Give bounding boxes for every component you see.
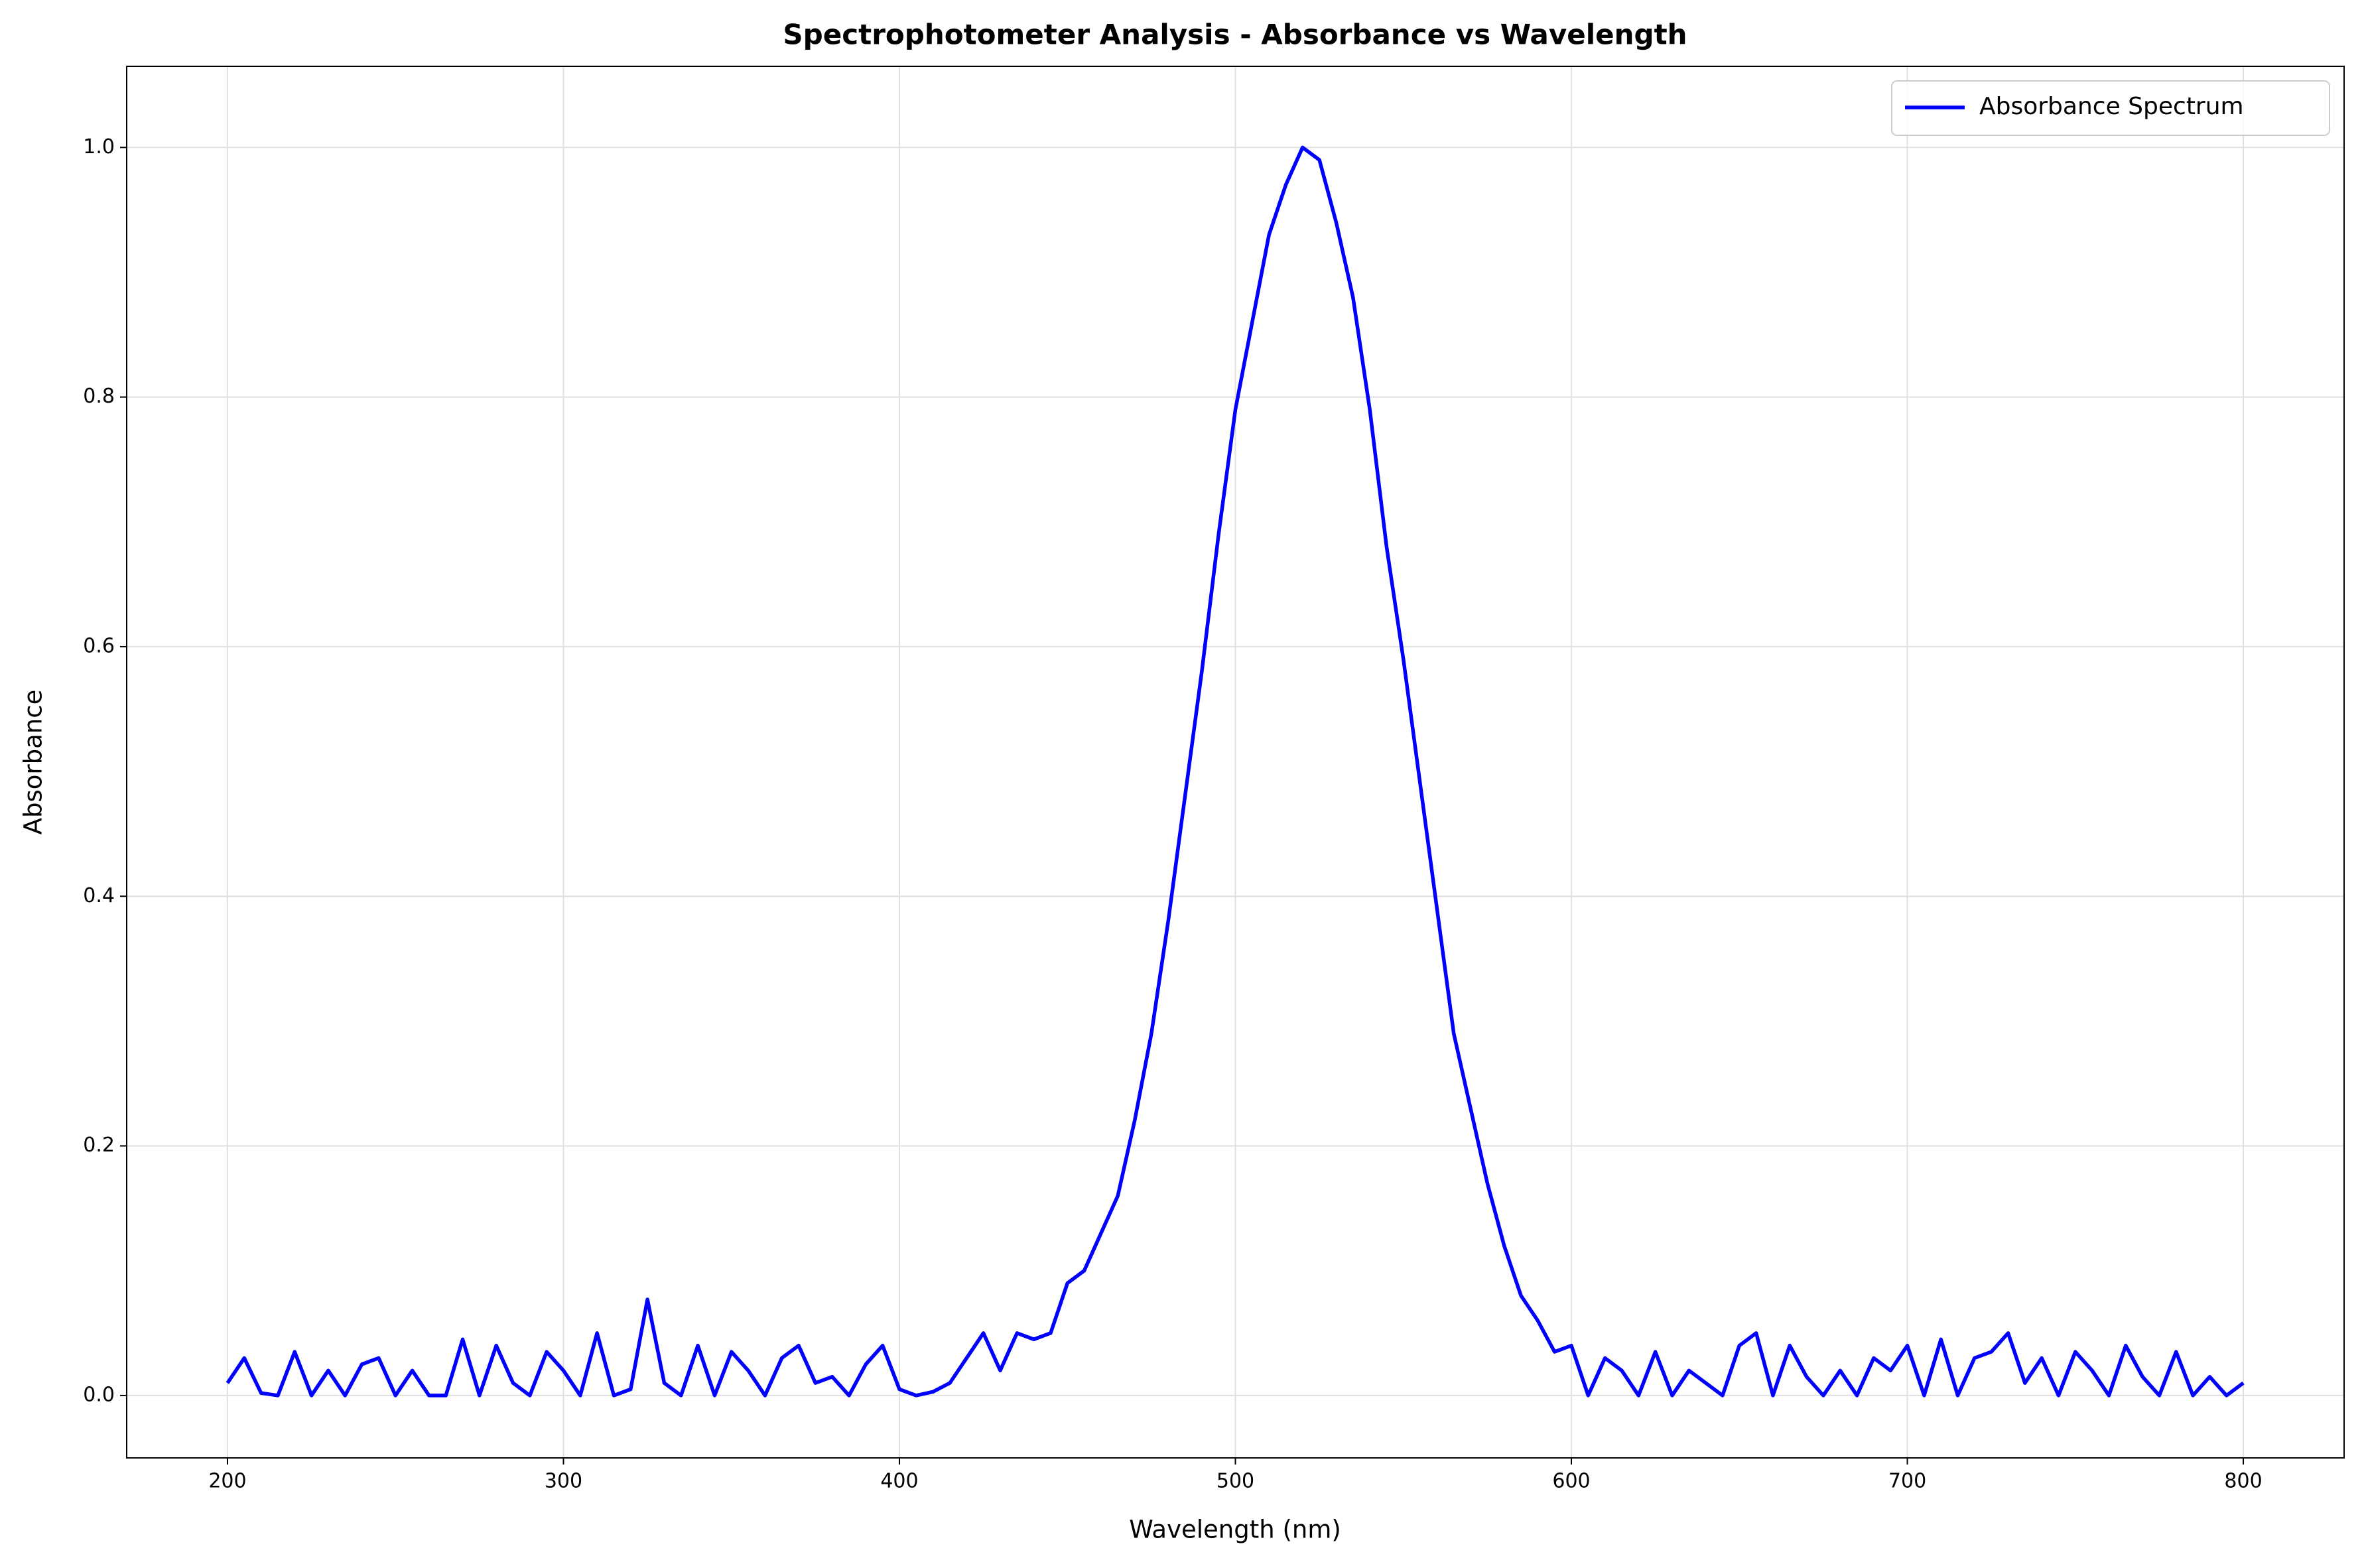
x-tick-label: 200 (208, 1470, 246, 1493)
legend-box (1891, 80, 2330, 136)
legend-label: Absorbance Spectrum (1979, 93, 2244, 120)
x-tick-label: 600 (1552, 1470, 1590, 1493)
chart-title: Spectrophotometer Analysis - Absorbance … (783, 19, 1687, 51)
x-tick-label: 700 (1888, 1470, 1926, 1493)
spectrum-line (226, 145, 2245, 1398)
y-tick-label: 0.8 (83, 385, 115, 408)
y-axis-label: Absorbance (19, 690, 48, 835)
x-tick-label: 800 (2224, 1470, 2262, 1493)
x-tick-label: 400 (880, 1470, 918, 1493)
plot-frame (126, 66, 2345, 1459)
x-tick-label: 500 (1216, 1470, 1254, 1493)
y-tick-label: 0.2 (83, 1134, 115, 1157)
y-tick-label: 0.4 (83, 884, 115, 907)
y-tick-label: 1.0 (83, 135, 115, 159)
y-tick-label: 0.6 (83, 634, 115, 657)
x-tick-label: 300 (545, 1470, 582, 1493)
y-tick-label: 0.0 (83, 1383, 115, 1406)
x-axis-label: Wavelength (nm) (1129, 1516, 1341, 1544)
